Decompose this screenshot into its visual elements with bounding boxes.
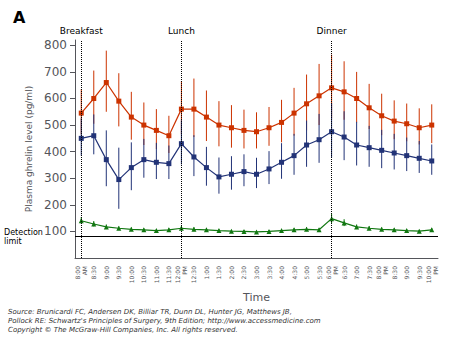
svg-text:5:00: 5:00 bbox=[303, 266, 310, 280]
svg-text:4:00: 4:00 bbox=[278, 266, 285, 280]
svg-text:3:30: 3:30 bbox=[266, 266, 273, 280]
svg-text:8:30: 8:30 bbox=[90, 266, 97, 280]
svg-text:400: 400 bbox=[44, 145, 67, 159]
svg-text:9:00: 9:00 bbox=[103, 266, 110, 280]
svg-text:8:00: 8:00 bbox=[375, 266, 382, 280]
svg-text:limit: limit bbox=[4, 237, 22, 246]
svg-text:10:30: 10:30 bbox=[140, 266, 147, 283]
svg-text:500: 500 bbox=[44, 118, 67, 132]
svg-text:Lunch: Lunch bbox=[168, 26, 195, 36]
svg-text:Detection: Detection bbox=[4, 228, 43, 237]
svg-text:2:00: 2:00 bbox=[228, 266, 235, 280]
svg-text:Plasma ghrelin level (pg/ml): Plasma ghrelin level (pg/ml) bbox=[24, 86, 34, 212]
svg-text:9:30: 9:30 bbox=[115, 266, 122, 280]
svg-text:12:00: 12:00 bbox=[174, 266, 181, 283]
svg-text:A: A bbox=[13, 8, 26, 27]
svg-text:12:30: 12:30 bbox=[190, 266, 197, 283]
svg-text:1:30: 1:30 bbox=[215, 266, 222, 280]
svg-text:Time: Time bbox=[242, 291, 270, 304]
svg-text:4:30: 4:30 bbox=[291, 266, 298, 280]
svg-text:8:00: 8:00 bbox=[74, 266, 81, 280]
svg-text:2:30: 2:30 bbox=[240, 266, 247, 280]
svg-text:300: 300 bbox=[44, 171, 67, 185]
svg-text:200: 200 bbox=[44, 198, 67, 212]
svg-text:700: 700 bbox=[44, 65, 67, 79]
svg-text:6:00: 6:00 bbox=[325, 266, 332, 280]
svg-text:AM: AM bbox=[81, 266, 88, 275]
svg-text:Breakfast: Breakfast bbox=[60, 26, 103, 36]
svg-text:100: 100 bbox=[44, 224, 67, 238]
svg-text:7:00: 7:00 bbox=[353, 266, 360, 280]
svg-text:PM: PM bbox=[181, 266, 188, 275]
svg-text:PM: PM bbox=[382, 266, 389, 275]
svg-text:5:30: 5:30 bbox=[316, 266, 323, 280]
svg-text:PM: PM bbox=[332, 266, 339, 275]
svg-text:8:30: 8:30 bbox=[391, 266, 398, 280]
svg-text:Dinner: Dinner bbox=[317, 26, 347, 36]
svg-text:6:30: 6:30 bbox=[341, 266, 348, 280]
svg-text:600: 600 bbox=[44, 91, 67, 105]
svg-text:11:30: 11:30 bbox=[165, 266, 172, 283]
svg-text:PM: PM bbox=[432, 266, 439, 275]
svg-text:7:30: 7:30 bbox=[366, 266, 373, 280]
svg-text:1:00: 1:00 bbox=[203, 266, 210, 280]
svg-text:9:30: 9:30 bbox=[416, 266, 423, 280]
svg-text:Copyright © The McGraw-Hill Co: Copyright © The McGraw-Hill Companies, I… bbox=[8, 326, 238, 334]
svg-text:Source: Brunicardi FC, Anderse: Source: Brunicardi FC, Andersen DK, Bill… bbox=[8, 308, 292, 316]
svg-text:Pollock RE: Schwartz's Princip: Pollock RE: Schwartz's Principles of Sur… bbox=[8, 317, 321, 325]
svg-text:9:00: 9:00 bbox=[403, 266, 410, 280]
svg-text:800: 800 bbox=[44, 38, 67, 52]
svg-text:10:00: 10:00 bbox=[425, 266, 432, 283]
svg-text:10:00: 10:00 bbox=[128, 266, 135, 283]
svg-text:3:00: 3:00 bbox=[253, 266, 260, 280]
svg-text:11:00: 11:00 bbox=[153, 266, 160, 283]
